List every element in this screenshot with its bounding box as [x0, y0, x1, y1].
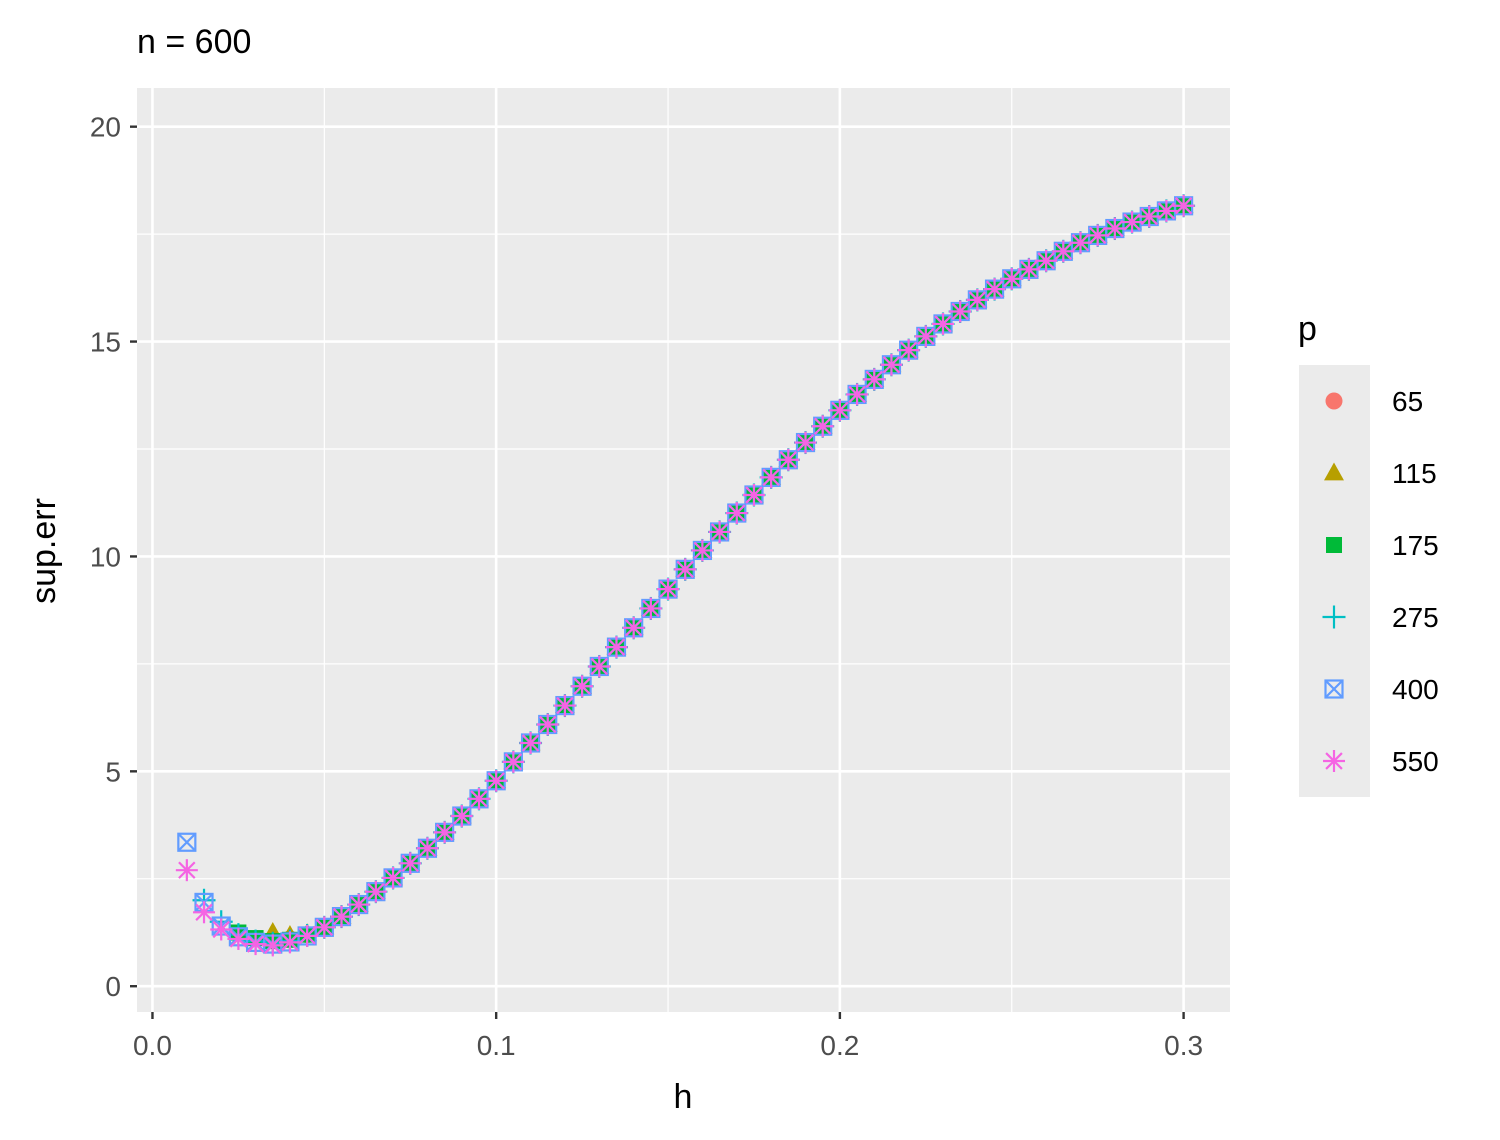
- legend-label: 400: [1392, 674, 1439, 705]
- data-point-p550: [1035, 249, 1058, 272]
- data-point-p550: [846, 383, 869, 406]
- legend-key-p400: [1324, 679, 1344, 699]
- legend-label: 175: [1392, 530, 1439, 561]
- legend-key-p175: [1326, 537, 1342, 553]
- data-point-p550: [863, 368, 886, 391]
- legend-key-p115: [1324, 462, 1344, 481]
- x-tick-label: 0.1: [477, 1030, 516, 1061]
- legend-title: p: [1298, 310, 1317, 348]
- data-point-p550: [725, 502, 748, 525]
- data-point-p550: [1017, 258, 1040, 281]
- legend-label: 550: [1392, 746, 1439, 777]
- data-point-p550: [502, 750, 525, 773]
- data-point-p550: [227, 927, 250, 950]
- data-point-p550: [897, 339, 920, 362]
- data-point-p550: [382, 866, 405, 889]
- data-point-p550: [1155, 199, 1178, 222]
- y-tick-label: 15: [90, 327, 121, 358]
- data-point-p550: [742, 483, 765, 506]
- data-point-p550: [364, 880, 387, 903]
- y-tick-label: 0: [105, 971, 121, 1002]
- data-point-p550: [691, 539, 714, 562]
- data-point-p550: [828, 399, 851, 422]
- data-point-p550: [175, 859, 198, 882]
- data-point-p550: [278, 931, 301, 954]
- chart-title: n = 600: [137, 23, 251, 61]
- x-tick-label: 0.0: [133, 1030, 172, 1061]
- data-point-p550: [1000, 267, 1023, 290]
- data-point-p550: [467, 787, 490, 810]
- data-point-p550: [605, 636, 628, 659]
- data-point-p550: [811, 415, 834, 438]
- plot-panel: [137, 88, 1230, 1012]
- x-tick-label: 0.2: [820, 1030, 859, 1061]
- data-point-p550: [1069, 231, 1092, 254]
- data-point-p550: [210, 918, 233, 941]
- data-point-p550: [983, 278, 1006, 301]
- data-points: [175, 194, 1196, 957]
- data-point-p550: [1121, 211, 1144, 234]
- data-point-p550: [588, 655, 611, 678]
- grid-lines: [137, 88, 1230, 1012]
- legend-label: 65: [1392, 386, 1423, 417]
- data-point-p550: [914, 325, 937, 348]
- data-point-p550: [571, 675, 594, 698]
- axes: 0.0 0.1 0.2 0.3 0 5 10 15 20: [90, 112, 1203, 1061]
- legend-label: 275: [1392, 602, 1439, 633]
- legend-key-p550: [1323, 750, 1345, 772]
- legend-key-p65: [1325, 392, 1343, 410]
- data-point-p550: [296, 924, 319, 947]
- data-point-p550: [347, 893, 370, 916]
- data-point-p550: [330, 905, 353, 928]
- data-point-p550: [536, 713, 559, 736]
- y-tick-label: 10: [90, 541, 121, 572]
- data-point-p550: [1172, 194, 1195, 217]
- data-point-p550: [708, 520, 731, 543]
- data-point-p550: [433, 821, 456, 844]
- data-point-p550: [794, 431, 817, 454]
- data-point-p550: [657, 578, 680, 601]
- data-point-p550: [760, 466, 783, 489]
- legend-key-background: [1299, 365, 1370, 797]
- data-point-p550: [880, 353, 903, 376]
- data-point-p550: [399, 852, 422, 875]
- data-point-p550: [622, 616, 645, 639]
- data-point-p550: [261, 934, 284, 957]
- legend-label: 115: [1392, 458, 1437, 489]
- data-point-p550: [519, 731, 542, 754]
- data-point-p400: [177, 832, 197, 852]
- data-point-p550: [450, 805, 473, 828]
- x-tick-label: 0.3: [1164, 1030, 1203, 1061]
- data-point-p550: [777, 448, 800, 471]
- data-point-p550: [674, 558, 697, 581]
- data-point-p550: [1103, 217, 1126, 240]
- legend-key-p275: [1322, 605, 1346, 629]
- data-point-p550: [553, 694, 576, 717]
- x-axis-title: h: [674, 1078, 693, 1116]
- legend: p 65 115 175 275 400 550: [1298, 310, 1439, 797]
- y-tick-label: 5: [105, 756, 121, 787]
- data-point-p550: [244, 933, 267, 956]
- data-point-p550: [949, 300, 972, 323]
- data-point-p550: [1086, 224, 1109, 247]
- y-axis-title: sup.err: [25, 498, 63, 604]
- data-point-p550: [193, 901, 216, 924]
- data-point-p550: [639, 597, 662, 620]
- data-point-p550: [966, 288, 989, 311]
- data-point-p550: [416, 837, 439, 860]
- data-point-p550: [1052, 240, 1075, 263]
- data-point-p550: [932, 312, 955, 335]
- data-point-p550: [1138, 205, 1161, 228]
- data-point-p550: [485, 769, 508, 792]
- data-point-p550: [313, 916, 336, 939]
- y-tick-label: 20: [90, 112, 121, 143]
